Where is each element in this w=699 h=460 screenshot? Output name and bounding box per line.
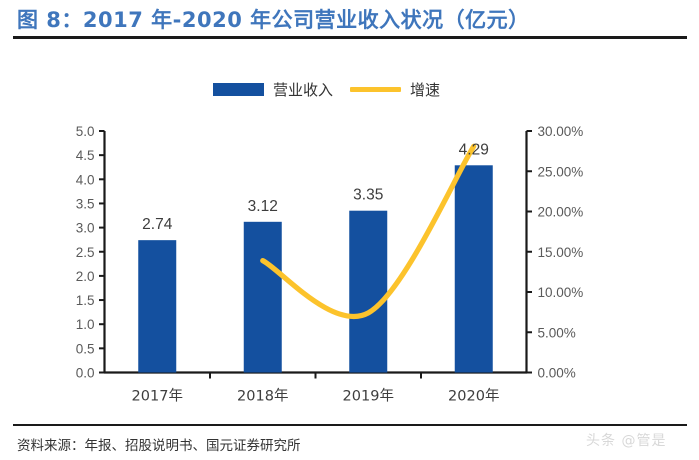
bar-series <box>138 165 493 373</box>
bar <box>454 165 493 373</box>
y-axis-right-tick-label: 10.00% <box>538 285 584 300</box>
x-axis-labels: 2017年 2018年 2019年 2020年 <box>132 388 500 405</box>
footer-divider <box>13 424 687 426</box>
y-axis-right-tick-label: 15.00% <box>538 245 584 260</box>
growth-line-series <box>260 143 477 319</box>
legend-line-swatch-icon <box>350 86 402 92</box>
figure-header: 图 8：2017 年-2020 年公司营业收入状况（亿元） <box>0 0 699 45</box>
y-axis-left: 0.0 0.5 1.0 1.5 2.0 2.5 3.0 3.5 4.0 4.5 5.0 <box>76 124 106 381</box>
x-axis-category-label: 2019年 <box>343 388 394 405</box>
y-axis-left-tick-label: 1.0 <box>76 317 95 332</box>
y-axis-left-tick-label: 2.5 <box>76 245 95 260</box>
bar <box>138 240 177 373</box>
y-axis-left-tick-label: 1.5 <box>76 293 95 308</box>
source-note: 资料来源：年报、招股说明书、国元证券研究所 <box>17 438 301 454</box>
y-axis-right-tick-label: 5.00% <box>538 325 576 340</box>
y-axis-left-tick-label: 3.0 <box>76 221 95 236</box>
bar-value-label: 3.12 <box>248 198 278 215</box>
y-axis-left-tick-label: 0.0 <box>76 366 95 381</box>
legend-bar-swatch-icon <box>213 82 264 96</box>
legend-item-growth: 增速 <box>350 79 440 100</box>
x-axis <box>104 371 527 379</box>
y-axis-left-tick-label: 2.0 <box>76 269 95 284</box>
y-axis-left-tick-label: 0.5 <box>76 341 95 356</box>
page-title: 图 8：2017 年-2020 年公司营业收入状况（亿元） <box>17 8 530 32</box>
bar-value-label: 3.35 <box>353 187 383 204</box>
bar <box>349 210 388 373</box>
y-axis-left-tick-label: 4.5 <box>76 148 95 163</box>
y-axis-left-tick-label: 4.0 <box>76 172 95 187</box>
y-axis-left-tick-label: 5.0 <box>76 124 95 139</box>
x-axis-category-label: 2017年 <box>132 388 183 405</box>
y-axis-right: 0.00% 5.00% 10.00% 15.00% 20.00% 25.00% 30.00% <box>525 124 584 381</box>
chart-legend: 营业收入 增速 <box>213 78 440 100</box>
bar-value-label: 2.74 <box>142 216 173 233</box>
y-axis-right-tick-label: 30.00% <box>538 124 584 139</box>
y-axis-right-tick-label: 20.00% <box>538 205 584 220</box>
watermark: 头条 @管是 <box>586 433 667 449</box>
legend-label-revenue: 营业收入 <box>273 80 334 99</box>
y-axis-left-tick-label: 3.5 <box>76 196 95 211</box>
legend-label-growth: 增速 <box>410 80 441 99</box>
x-axis-category-label: 2018年 <box>237 388 288 405</box>
title-divider <box>13 36 687 39</box>
x-axis-category-label: 2020年 <box>448 388 499 405</box>
y-axis-right-tick-label: 25.00% <box>538 164 584 179</box>
y-axis-right-tick-label: 0.00% <box>538 366 576 381</box>
bar-value-labels: 2.74 3.12 3.35 4.29 <box>142 141 489 233</box>
bar <box>243 221 282 373</box>
legend-item-revenue: 营业收入 <box>213 79 333 100</box>
bar-value-label: 4.29 <box>459 141 489 158</box>
